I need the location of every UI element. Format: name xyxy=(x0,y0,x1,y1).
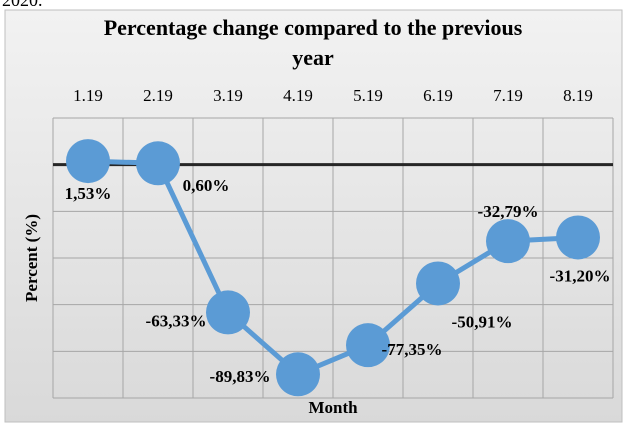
x-tick-label: 6.19 xyxy=(423,86,453,105)
x-tick-label: 1.19 xyxy=(73,86,103,105)
data-label: -31,20% xyxy=(550,266,611,285)
x-tick-label: 3.19 xyxy=(213,86,243,105)
x-axis-title: Month xyxy=(308,398,358,417)
x-tick-label: 4.19 xyxy=(283,86,313,105)
data-point xyxy=(136,141,180,186)
data-point xyxy=(346,323,390,368)
data-point xyxy=(556,215,600,260)
y-axis-title: Percent (%) xyxy=(22,214,41,302)
data-point xyxy=(206,290,250,335)
data-label: -32,79% xyxy=(478,202,539,221)
data-point xyxy=(276,352,320,397)
x-tick-label: 8.19 xyxy=(563,86,593,105)
caption: 2020. xyxy=(2,0,43,10)
x-tick-label: 5.19 xyxy=(353,86,383,105)
x-tick-label: 7.19 xyxy=(493,86,523,105)
data-point xyxy=(66,139,110,184)
x-tick-label: 2.19 xyxy=(143,86,173,105)
data-label: -77,35% xyxy=(382,340,443,359)
data-point xyxy=(486,219,530,264)
chart-title: Percentage change compared to the previo… xyxy=(104,15,523,40)
data-label: -63,33% xyxy=(146,311,207,330)
chart-background xyxy=(4,9,623,423)
data-label: 0,60% xyxy=(183,176,230,195)
data-label: -50,91% xyxy=(452,312,513,331)
data-label: -89,83% xyxy=(210,367,271,386)
data-point xyxy=(416,261,460,306)
data-label: 1,53% xyxy=(65,184,112,203)
chart-title: year xyxy=(292,45,334,70)
